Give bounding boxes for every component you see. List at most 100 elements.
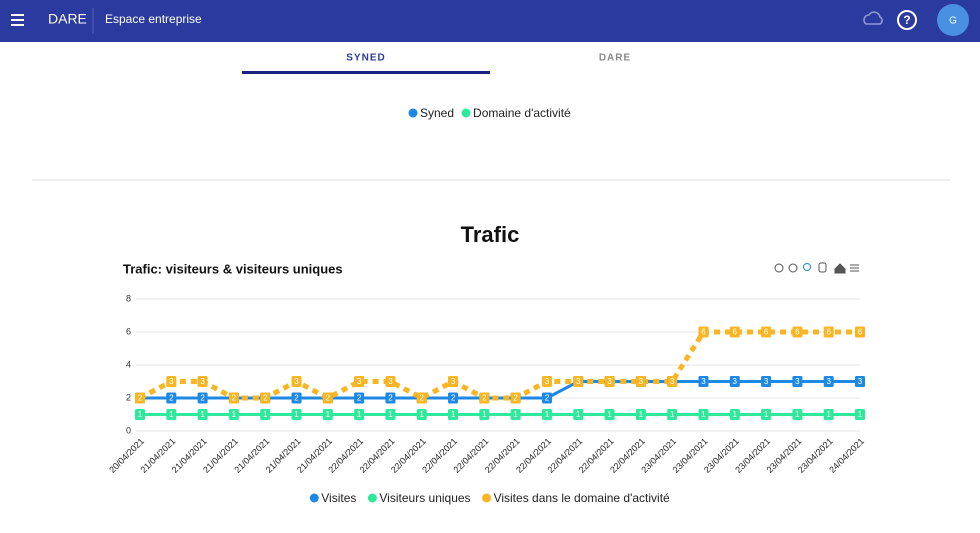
tab[interactable]: SYNED: [346, 53, 385, 64]
data-label-box: [792, 409, 803, 420]
y-tick-label: 0: [126, 425, 131, 435]
data-label-box: [416, 409, 427, 420]
data-label: 6: [826, 328, 831, 337]
data-label: 1: [232, 410, 237, 419]
brand[interactable]: DARE: [48, 11, 87, 27]
legend-label: Visiteurs uniques: [379, 491, 470, 505]
data-label-box: [823, 326, 834, 338]
data-label-box: [166, 376, 177, 387]
x-tick-label: 17/04/2021: [735, 92, 745, 137]
data-label: 2: [482, 394, 487, 403]
data-label: 2: [169, 394, 174, 403]
data-label-box: [448, 392, 459, 404]
data-label-box: [385, 392, 396, 404]
x-tick-label: 11/04/2021: [150, 92, 160, 136]
data-label-box: [541, 392, 552, 404]
top-legend: Syned Domaine d'activité: [408, 106, 571, 120]
x-tick-label: 15/04/2021: [582, 92, 592, 137]
data-label-box: [604, 409, 615, 420]
data-label-box: [385, 409, 396, 420]
data-label: 1: [639, 410, 644, 419]
data-label: 2: [451, 394, 456, 403]
x-tick-label: 11/04/2021: [200, 92, 210, 136]
data-label: 1: [764, 410, 769, 419]
legend-marker: [461, 108, 471, 118]
x-tick-label: 12/04/2021: [251, 92, 261, 137]
x-tick-label: 12/04/2021: [277, 92, 287, 137]
data-label-box: [635, 376, 646, 387]
x-tick-label: 17/04/2021: [696, 92, 706, 137]
legend-label: Visites dans le domaine d'activité: [494, 491, 670, 505]
x-tick-label: 16/04/2021: [620, 92, 630, 137]
data-label: 2: [138, 394, 143, 403]
cloud-icon[interactable]: [863, 11, 883, 25]
data-label-box: [541, 409, 552, 420]
data-label: 2: [388, 394, 393, 403]
data-label: 6: [858, 328, 863, 337]
data-label-box: [197, 409, 208, 420]
data-label: 1: [701, 410, 706, 419]
chart-toolbar: [774, 262, 859, 274]
data-label-box: [135, 409, 145, 420]
data-label-box: [667, 409, 678, 420]
y-tick-label: 8: [126, 293, 131, 303]
reset[interactable]: [834, 263, 846, 274]
x-tick-label: 13/04/2021: [353, 92, 363, 137]
series-line: [140, 380, 860, 400]
data-label: 2: [232, 394, 237, 403]
x-tick-label: 11/04/2021: [188, 92, 198, 136]
data-label-box: [228, 409, 239, 420]
data-label-box: [855, 326, 865, 338]
zoom-select[interactable]: [803, 263, 811, 271]
data-label: 3: [607, 377, 612, 386]
data-label-box: [823, 376, 834, 387]
legend-label: Visites: [321, 491, 356, 505]
data-label: 1: [200, 410, 205, 419]
data-label-box: [761, 376, 772, 387]
menu-icon[interactable]: [11, 14, 24, 26]
data-label: 1: [420, 410, 425, 419]
data-label: 2: [200, 394, 205, 403]
data-label: 1: [388, 410, 393, 419]
data-label: 3: [451, 377, 456, 386]
data-label-box: [448, 376, 459, 387]
data-label: 1: [138, 410, 143, 419]
data-label: 2: [357, 394, 362, 403]
data-label-box: [322, 409, 333, 420]
data-label-box: [197, 376, 208, 387]
x-tick-label: 18/04/2021: [785, 92, 795, 137]
data-label-box: [448, 409, 459, 420]
help-icon[interactable]: [897, 10, 917, 30]
x-tick-label: 11/04/2021: [226, 92, 236, 136]
x-tick-label: 19/04/2021: [836, 92, 846, 137]
data-label-box: [510, 392, 521, 404]
pan[interactable]: [818, 262, 827, 273]
data-label-box: [698, 376, 709, 387]
data-label: 2: [294, 394, 299, 403]
data-label: 2: [513, 394, 518, 403]
zoom-in[interactable]: [774, 263, 784, 273]
data-label-box: [667, 376, 678, 387]
menu[interactable]: [850, 264, 859, 272]
data-label-box: [135, 392, 145, 404]
data-label-box: [792, 326, 803, 338]
data-label: 1: [326, 410, 331, 419]
legend-marker: [309, 493, 319, 503]
data-label-box: [291, 409, 302, 420]
avatar[interactable]: [937, 4, 969, 36]
data-label: 1: [576, 410, 581, 419]
x-tick-label: 18/04/2021: [760, 92, 770, 137]
data-label-box: [729, 409, 740, 420]
heading: Trafic: [461, 222, 520, 247]
data-label: 3: [169, 377, 174, 386]
zoom-out[interactable]: [788, 263, 798, 273]
app-bar: [0, 0, 980, 42]
data-label: 3: [670, 377, 675, 386]
tab[interactable]: DARE: [599, 53, 631, 64]
data-label-box: [510, 409, 521, 420]
data-label: 6: [733, 328, 738, 337]
data-label: 3: [357, 377, 362, 386]
data-label-box: [291, 376, 302, 387]
data-label: 3: [764, 377, 769, 386]
